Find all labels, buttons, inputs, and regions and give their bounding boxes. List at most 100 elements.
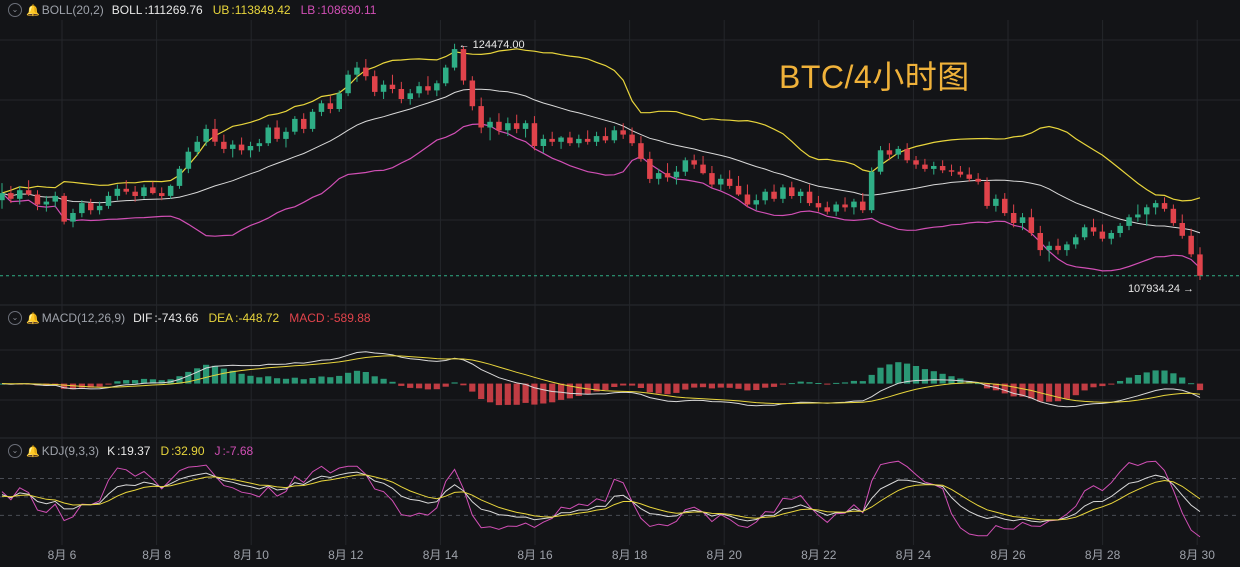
candle bbox=[771, 184, 777, 202]
candle bbox=[913, 156, 919, 169]
candle bbox=[762, 188, 768, 205]
macd-bar bbox=[274, 378, 281, 384]
candle bbox=[389, 74, 396, 94]
high-price-label: ← 124474.00 bbox=[459, 39, 525, 51]
kdj-k-line bbox=[1, 471, 1201, 523]
candle-body bbox=[922, 164, 928, 169]
candle bbox=[789, 181, 795, 199]
candle-body bbox=[780, 187, 786, 199]
candle-body bbox=[238, 144, 245, 151]
candle-body bbox=[718, 178, 724, 185]
bell-icon[interactable]: 🔔 bbox=[26, 445, 40, 458]
macd-bar bbox=[1196, 383, 1204, 391]
macd-bar bbox=[691, 383, 698, 388]
candle-body bbox=[96, 205, 103, 211]
candlestick-series[interactable] bbox=[0, 43, 1203, 281]
candle bbox=[948, 164, 955, 176]
candle bbox=[540, 134, 547, 154]
macd-bar bbox=[123, 380, 130, 384]
candle bbox=[638, 136, 644, 162]
candle-body bbox=[336, 93, 342, 109]
candle bbox=[469, 76, 476, 111]
macd-bar bbox=[921, 369, 928, 384]
candle bbox=[797, 188, 804, 204]
candle-body bbox=[167, 185, 174, 196]
candle bbox=[718, 174, 724, 191]
candle bbox=[922, 158, 928, 172]
macd-bar bbox=[1054, 383, 1062, 402]
candle-body bbox=[1135, 214, 1141, 218]
candle-body bbox=[301, 118, 307, 129]
macd-bar bbox=[1125, 377, 1133, 384]
candle-body bbox=[957, 171, 964, 175]
candle bbox=[815, 195, 822, 212]
kdj-j-line bbox=[1, 460, 1201, 538]
macd-bar bbox=[637, 383, 644, 388]
candle-body bbox=[549, 138, 555, 142]
candle-body bbox=[762, 191, 768, 201]
boll-label: BOLL bbox=[111, 3, 143, 17]
candle bbox=[380, 80, 387, 99]
macd-bar bbox=[96, 383, 103, 387]
candle-body bbox=[806, 191, 813, 204]
macd-bar bbox=[140, 378, 148, 384]
candle bbox=[425, 76, 431, 95]
candle-body bbox=[842, 204, 848, 208]
eye-icon[interactable]: ⌄ bbox=[8, 444, 22, 458]
low-price-label: 107934.24 → bbox=[1128, 283, 1194, 295]
macd-bar bbox=[779, 383, 786, 385]
macd-bar bbox=[797, 381, 804, 384]
macd-bar bbox=[1108, 383, 1115, 385]
dif-value: -743.66 bbox=[157, 311, 199, 325]
candle-body bbox=[43, 201, 50, 205]
candle bbox=[647, 151, 653, 184]
candle bbox=[114, 184, 121, 201]
macd-bar bbox=[833, 382, 840, 384]
bell-icon[interactable]: 🔔 bbox=[26, 312, 40, 325]
x-tick-label: 8月 12 bbox=[328, 548, 364, 562]
candle bbox=[1064, 241, 1070, 256]
candle bbox=[1126, 214, 1132, 231]
bell-icon[interactable]: 🔔 bbox=[26, 4, 40, 17]
macd-bar bbox=[345, 372, 352, 384]
candle bbox=[167, 184, 174, 199]
macd-bar bbox=[824, 383, 831, 385]
candle-body bbox=[1108, 233, 1114, 239]
candle bbox=[993, 194, 999, 212]
macd-bar bbox=[407, 383, 414, 388]
candle-body bbox=[132, 191, 138, 196]
candle-body bbox=[647, 158, 653, 179]
macd-bar bbox=[229, 370, 236, 384]
candle bbox=[602, 127, 609, 144]
candle-body bbox=[655, 173, 662, 179]
candle-body bbox=[771, 191, 777, 199]
candle bbox=[611, 126, 618, 144]
candle-body bbox=[203, 128, 209, 142]
eye-icon[interactable]: ⌄ bbox=[8, 311, 22, 325]
candle-body bbox=[1046, 245, 1052, 251]
candle-body bbox=[8, 193, 14, 199]
macd-bar bbox=[362, 372, 369, 384]
macd-bar bbox=[1001, 383, 1008, 394]
candle-body bbox=[993, 198, 999, 206]
candle-body bbox=[1117, 225, 1123, 233]
candle-body bbox=[1002, 198, 1008, 214]
macd-bar bbox=[682, 383, 689, 390]
candle-body bbox=[1144, 207, 1150, 215]
candle-body bbox=[815, 203, 822, 208]
chart-title: BTC/4小时图 bbox=[779, 59, 970, 95]
candle-body bbox=[558, 137, 564, 142]
candle-body bbox=[451, 49, 458, 68]
candle bbox=[1179, 214, 1185, 239]
eye-icon[interactable]: ⌄ bbox=[8, 3, 22, 17]
candle bbox=[513, 114, 520, 134]
macd-bar bbox=[69, 383, 77, 390]
candle bbox=[105, 191, 112, 209]
kdj-indicator-name: KDJ(9,3,3) bbox=[41, 444, 100, 458]
macd-dea-line bbox=[1, 355, 1201, 405]
candle bbox=[88, 198, 94, 215]
candle-body bbox=[327, 103, 334, 109]
candle bbox=[593, 131, 600, 147]
candle-body bbox=[744, 194, 751, 205]
